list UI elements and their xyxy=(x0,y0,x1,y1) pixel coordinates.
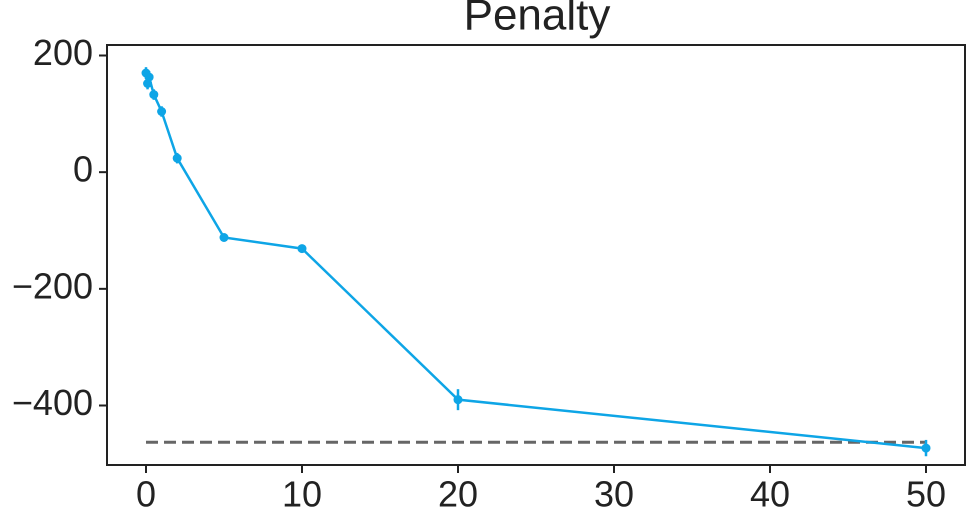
point xyxy=(453,395,463,405)
series-line xyxy=(144,72,927,450)
x-tick-label: 10 xyxy=(282,474,322,515)
point xyxy=(149,90,159,100)
x-tick-label: 0 xyxy=(136,474,156,515)
y-tick-label: 0 xyxy=(73,149,93,190)
point xyxy=(297,244,307,254)
x-tick-label: 30 xyxy=(594,474,634,515)
y-tick-label: −200 xyxy=(12,265,93,306)
x-tick-label: 50 xyxy=(906,474,946,515)
y-tick-label: 200 xyxy=(33,32,93,73)
plot-frame xyxy=(106,44,966,466)
x-tick-label: 20 xyxy=(438,474,478,515)
chart-title: Penalty xyxy=(464,0,611,40)
y-tick-label: −400 xyxy=(12,382,93,423)
x-tick-label: 40 xyxy=(750,474,790,515)
point xyxy=(157,107,167,116)
point xyxy=(172,153,182,163)
point xyxy=(219,233,229,242)
point xyxy=(921,443,931,453)
point xyxy=(144,72,154,82)
